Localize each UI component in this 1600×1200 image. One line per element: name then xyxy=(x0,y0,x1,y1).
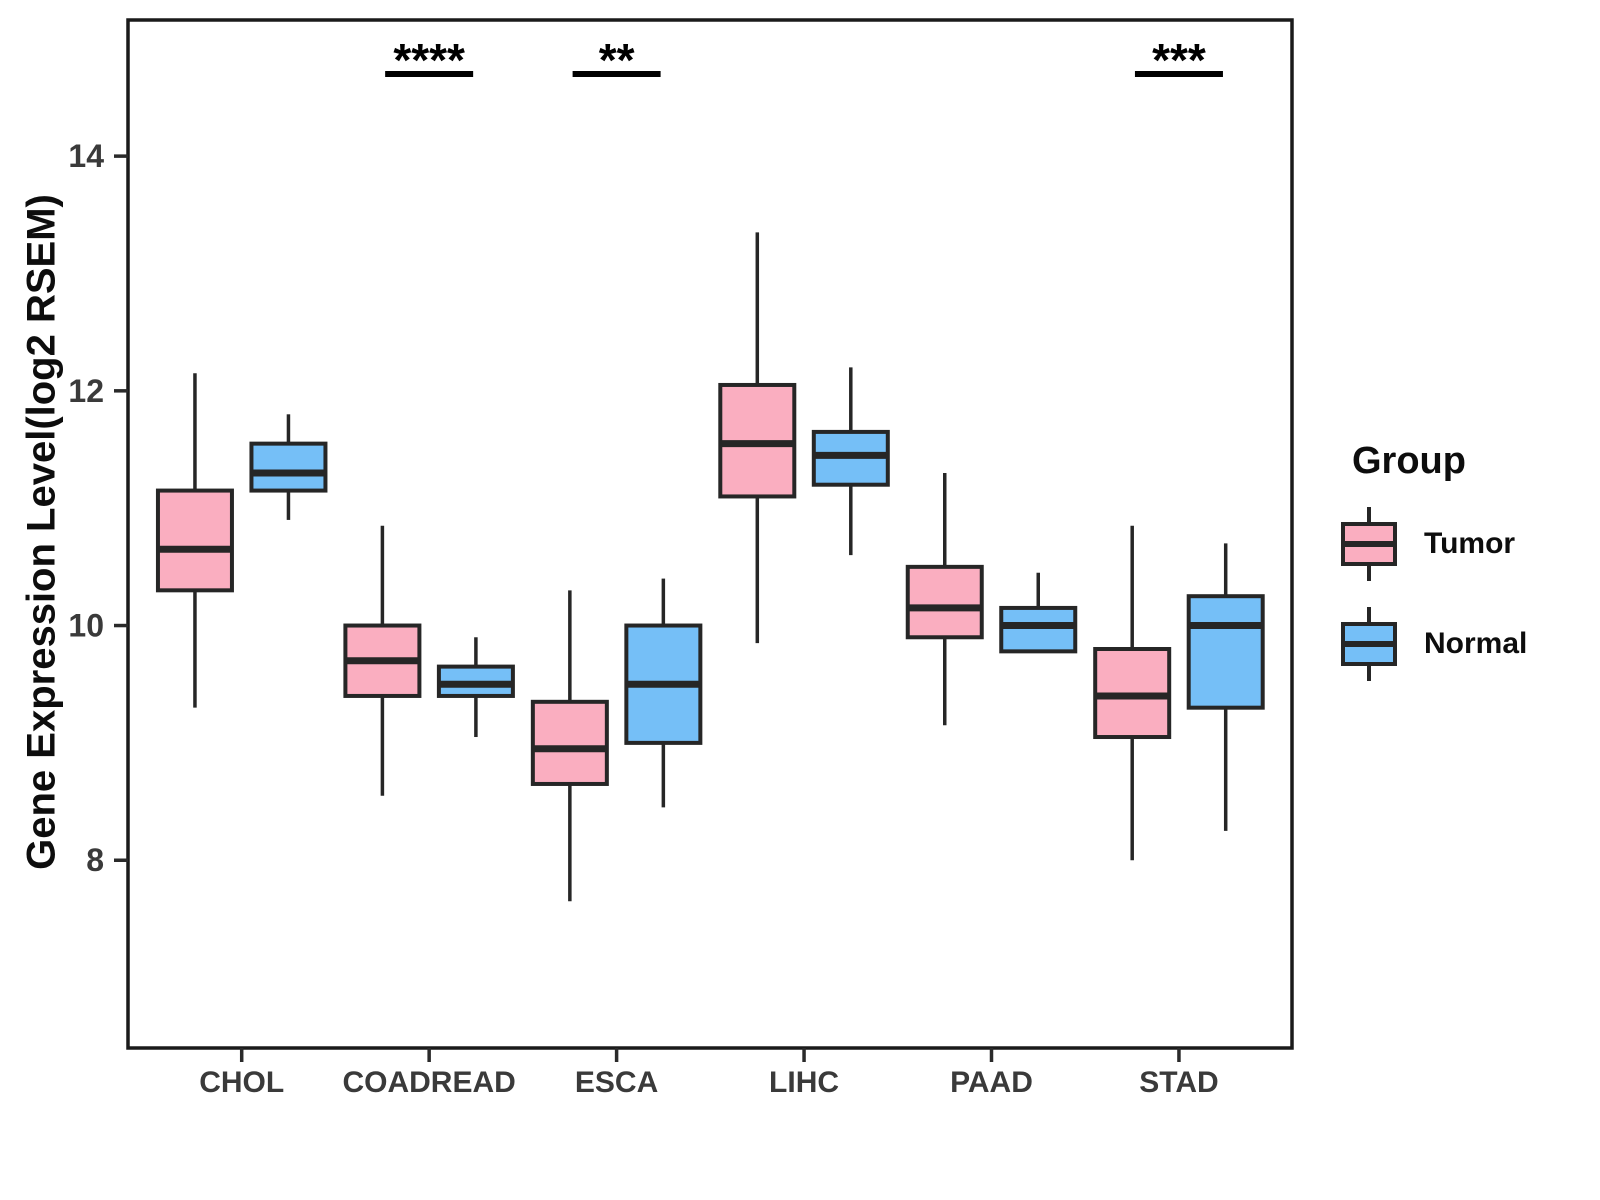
normal-boxplot-swatch-icon xyxy=(1341,607,1397,681)
iqr-box xyxy=(999,605,1078,654)
tumor-boxplot-swatch-icon xyxy=(1341,507,1397,581)
box-normal-COADREAD xyxy=(436,637,515,738)
box-tumor-CHOL xyxy=(155,373,234,708)
legend: Group Tumor Normal xyxy=(1340,440,1590,683)
box-tumor-COADREAD xyxy=(343,525,422,796)
iqr-box xyxy=(905,564,984,640)
plot-panel-border xyxy=(126,18,1294,1050)
legend-title: Group xyxy=(1352,440,1466,482)
box-normal-STAD xyxy=(1186,543,1265,831)
legend-item-label: Tumor xyxy=(1424,527,1516,560)
significance-label: *** xyxy=(1152,34,1206,86)
x-tick-label: STAD xyxy=(1139,1066,1218,1099)
box-tumor-LIHC xyxy=(718,232,797,644)
x-tick-label: ESCA xyxy=(575,1066,658,1099)
box-tumor-STAD xyxy=(1093,525,1172,861)
box-normal-CHOL xyxy=(249,414,328,520)
iqr-box xyxy=(155,488,234,593)
iqr-box xyxy=(249,441,328,493)
y-tick-label: 10 xyxy=(68,608,104,644)
iqr-box xyxy=(1186,594,1265,710)
y-tick-label: 8 xyxy=(86,842,104,878)
y-tick-label: 12 xyxy=(68,373,104,409)
box-tumor-ESCA xyxy=(530,590,609,902)
significance-label: **** xyxy=(393,34,465,86)
legend-item-label: Normal xyxy=(1424,627,1528,660)
y-axis-title: Gene Expression Level(log2 RSEM) xyxy=(19,194,64,870)
iqr-box xyxy=(530,699,609,786)
x-tick-label: CHOL xyxy=(199,1066,284,1099)
significance-label: ** xyxy=(599,34,635,86)
box-tumor-PAAD xyxy=(905,472,984,726)
legend-item-normal: Normal xyxy=(1340,605,1590,683)
box-normal-ESCA xyxy=(624,578,703,808)
box-normal-LIHC xyxy=(811,367,890,556)
x-tick-label: PAAD xyxy=(950,1066,1033,1099)
x-tick-label: LIHC xyxy=(769,1066,839,1099)
box-normal-PAAD xyxy=(999,572,1078,654)
x-tick-label: COADREAD xyxy=(342,1066,515,1099)
y-tick-label: 14 xyxy=(68,138,104,174)
legend-item-tumor: Tumor xyxy=(1340,505,1590,583)
